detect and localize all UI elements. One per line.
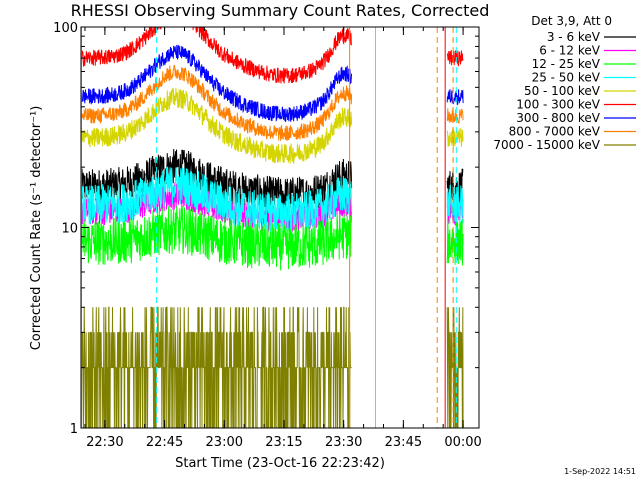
x-tick-label-2: 23:00 (206, 435, 243, 450)
plot-area (81, 27, 464, 428)
series-line-2 (81, 205, 464, 271)
series-line-3 (81, 166, 464, 232)
series-line-4 (81, 88, 464, 165)
x-axis-label: Start Time (23-Oct-16 22:23:42) (175, 456, 385, 471)
legend-label-8: 7000 - 15000 keV (493, 138, 600, 152)
legend-label-4: 50 - 100 keV (524, 84, 601, 98)
y-tick-label-0: 1 (70, 422, 78, 437)
x-tick-label-6: 00:00 (444, 435, 481, 450)
legend-label-3: 25 - 50 keV (532, 71, 601, 85)
x-tick-label-3: 23:15 (265, 435, 302, 450)
legend-label-1: 6 - 12 keV (539, 44, 601, 58)
axes: 22:30 22:45 23:00 23:15 23:30 23:45 00:00 1 10 10… (53, 21, 482, 450)
y-tick-label-2: 100 (53, 21, 78, 36)
series-line-7 (81, 64, 464, 142)
series-line-6 (81, 44, 464, 123)
legend-label-5: 100 - 300 keV (516, 98, 600, 112)
series-line-8 (81, 306, 464, 428)
x-tick-label-5: 23:45 (385, 435, 422, 450)
x-tick-label-1: 22:45 (146, 435, 183, 450)
y-tick-label-1: 10 (61, 222, 78, 237)
x-tick-label-0: 22:30 (86, 435, 123, 450)
legend-label-6: 300 - 800 keV (516, 111, 600, 125)
series-line-5 (81, 27, 464, 84)
legend-title: Det 3,9, Att 0 (531, 14, 612, 28)
y-axis-label: Corrected Count Rate (s⁻¹ detector⁻¹) (29, 106, 44, 351)
chart-title: RHESSI Observing Summary Count Rates, Co… (71, 1, 490, 20)
x-tick-label-4: 23:30 (325, 435, 362, 450)
legend-label-2: 12 - 25 keV (532, 57, 601, 71)
legend-label-0: 3 - 6 keV (547, 30, 601, 44)
timestamp: 1-Sep-2022 14:51 (564, 467, 636, 476)
legend-label-7: 800 - 7000 keV (509, 125, 601, 139)
